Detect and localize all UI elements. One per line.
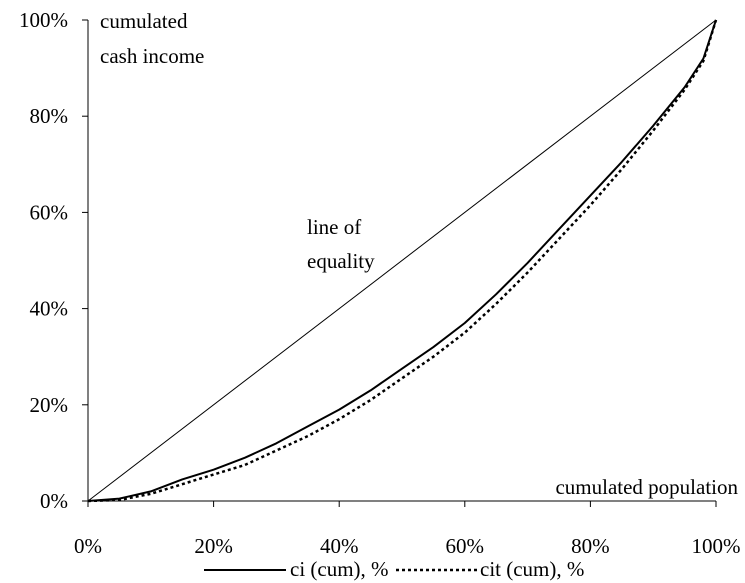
x-tick-label: 0%: [74, 534, 102, 558]
x-tick-label: 40%: [320, 534, 359, 558]
y-tick-label: 80%: [30, 104, 69, 128]
y-tick-label: 60%: [30, 200, 69, 224]
x-axis-title: cumulated population: [555, 475, 738, 499]
equality-annotation-line-2: equality: [307, 249, 375, 273]
x-tick-label: 100%: [692, 534, 741, 558]
legend-label-ci: ci (cum), %: [290, 557, 389, 581]
equality-annotation-line-1: line of: [307, 215, 361, 239]
x-tick-label: 80%: [571, 534, 610, 558]
x-tick-label: 60%: [446, 534, 485, 558]
y-axis-title-line-2: cash income: [100, 44, 204, 68]
y-axis-title-line-1: cumulated: [100, 9, 188, 33]
y-tick-label: 40%: [30, 297, 69, 321]
series-ci-line: [87, 19, 717, 502]
series-layer: [87, 19, 718, 503]
legend: ci (cum), % cit (cum), %: [204, 557, 584, 581]
series-cit-line: [87, 19, 718, 503]
legend-label-cit: cit (cum), %: [480, 557, 584, 581]
y-tick-label: 100%: [19, 8, 68, 32]
y-tick-label: 0%: [40, 489, 68, 513]
x-tick-label: 20%: [194, 534, 233, 558]
axis-ticks: 0% 20% 40% 60% 80% 100% 0% 20% 40% 60% 80% 100%: [19, 8, 741, 558]
line-of-equality: [87, 19, 717, 502]
y-tick-label: 20%: [30, 393, 69, 417]
